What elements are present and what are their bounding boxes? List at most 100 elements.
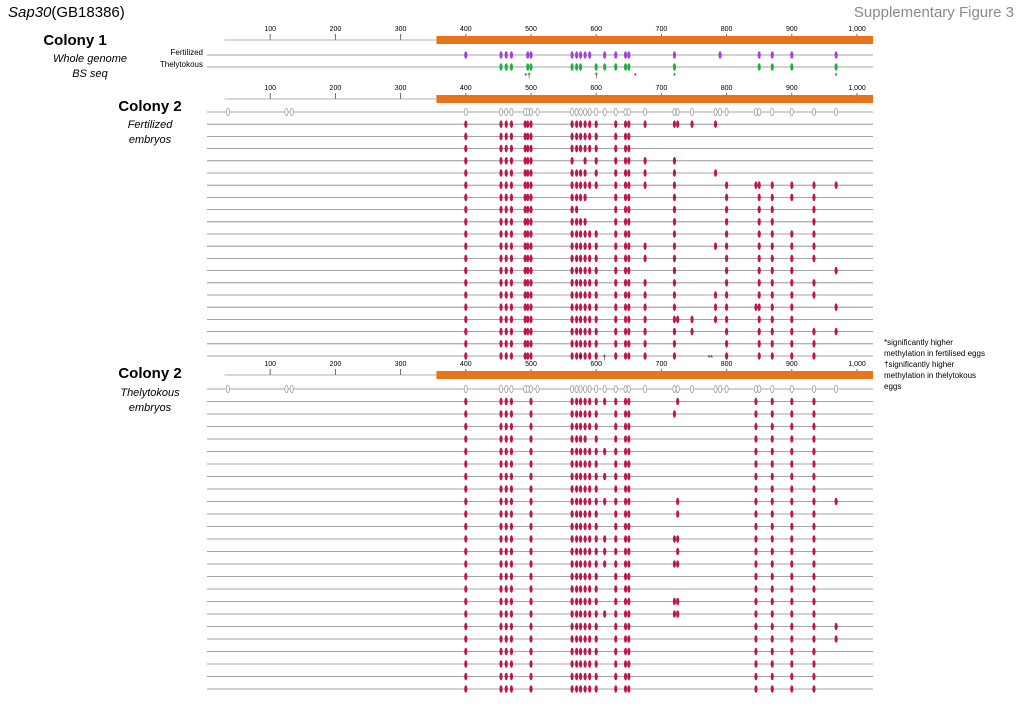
thelytokous-methylation-mark <box>509 63 514 71</box>
thelytokous-methylation-mark <box>529 63 533 71</box>
thelytokous-clone-methylation-mark <box>594 547 598 556</box>
thelytokous-clone-methylation-mark <box>588 460 592 468</box>
thelytokous-clone-methylation-mark <box>770 572 774 581</box>
thelytokous-clone-methylation-mark <box>588 560 592 568</box>
thelytokous-clone-methylation-mark <box>464 672 468 681</box>
thelytokous-clone-methylation-mark <box>575 597 579 606</box>
fertilized-clone-methylation-mark <box>623 132 628 141</box>
thelytokous-clone-methylation-mark <box>504 460 508 468</box>
fertilized-clone-methylation-mark <box>614 230 618 238</box>
thelytokous-clone-methylation-mark <box>614 522 618 531</box>
fertilized-methylation-mark <box>718 51 722 59</box>
fertilized-clone-methylation-mark <box>583 230 587 238</box>
fertilized-clone-methylation-mark <box>499 169 503 177</box>
fertilized-clone-methylation-mark <box>594 132 598 141</box>
fertilized-clone-methylation-mark <box>627 254 631 263</box>
thelytokous-clone-methylation-mark <box>627 572 631 581</box>
fertilized-clone-methylation-mark <box>464 218 468 226</box>
fertilized-clone-methylation-mark <box>578 193 583 202</box>
thelytokous-clone-methylation-mark <box>499 422 503 431</box>
thelytokous-clone-methylation-mark <box>529 422 533 431</box>
thelytokous-clone-methylation-mark <box>575 535 579 543</box>
thelytokous-clone-methylation-mark <box>594 397 598 406</box>
colony2-fertilized-significance-mark: † <box>603 355 607 362</box>
thelytokous-clone-methylation-mark <box>812 435 816 443</box>
thelytokous-clone-methylation-mark <box>504 510 508 518</box>
fertilized-clone-methylation-mark <box>757 327 761 336</box>
colony2-fertilized-unmethylated-site <box>789 108 794 116</box>
thelytokous-clone-methylation-mark <box>770 422 774 431</box>
fertilized-clone-methylation-mark <box>627 266 631 275</box>
thelytokous-clone-methylation-mark <box>575 572 579 581</box>
gene-id: (GB18386) <box>51 4 125 21</box>
fertilized-clone-methylation-mark <box>623 218 628 226</box>
fertilized-clone-methylation-mark <box>504 218 508 226</box>
fertilized-clone-methylation-mark <box>623 291 628 299</box>
colony2-fertilized-unmethylated-site <box>770 108 775 116</box>
thelytokous-clone-methylation-mark <box>570 422 574 431</box>
colony2-thelytokous-tick-label: 400 <box>460 361 472 368</box>
legend-line-1: *significantly higher <box>884 338 953 347</box>
thelytokous-clone-methylation-mark <box>770 597 774 606</box>
fertilized-clone-methylation-mark <box>526 181 530 189</box>
fertilized-clone-methylation-mark <box>770 279 774 287</box>
thelytokous-clone-methylation-mark <box>627 497 631 506</box>
fertilized-clone-methylation-mark <box>583 340 587 348</box>
thelytokous-clone-methylation-mark <box>623 585 628 593</box>
thelytokous-clone-methylation-mark <box>529 522 533 531</box>
thelytokous-clone-methylation-mark <box>754 597 758 606</box>
fertilized-clone-methylation-mark <box>594 254 598 263</box>
thelytokous-methylation-mark <box>578 63 583 71</box>
thelytokous-clone-methylation-mark <box>570 535 574 543</box>
thelytokous-clone-methylation-mark <box>812 460 816 468</box>
fertilized-clone-methylation-mark <box>812 193 816 202</box>
fertilized-clone-methylation-mark <box>725 291 729 299</box>
fertilized-clone-methylation-mark <box>504 315 508 324</box>
fertilized-clone-methylation-mark <box>504 132 508 141</box>
fertilized-clone-methylation-mark <box>570 218 574 226</box>
fertilized-clone-methylation-mark <box>770 352 774 360</box>
fertilized-clone-methylation-mark <box>578 327 583 336</box>
colony2-thelytokous-unmethylated-site <box>578 385 583 393</box>
colony2-thelytokous-unmethylated-site <box>499 385 503 393</box>
fertilized-clone-methylation-mark <box>627 193 631 202</box>
thelytokous-methylation-mark <box>603 63 607 71</box>
thelytokous-clone-methylation-mark <box>578 635 583 643</box>
fertilized-clone-methylation-mark <box>627 144 631 153</box>
fertilized-clone-methylation-mark <box>643 315 647 324</box>
fertilized-clone-methylation-mark <box>570 242 574 250</box>
fertilized-clone-methylation-mark <box>464 303 468 312</box>
thelytokous-clone-methylation-mark <box>588 522 592 531</box>
fertilized-clone-methylation-mark <box>588 266 592 275</box>
fertilized-clone-methylation-mark <box>812 340 816 348</box>
colony2-fertilized-unmethylated-site <box>535 108 540 116</box>
thelytokous-clone-methylation-mark <box>504 647 508 656</box>
thelytokous-clone-methylation-mark <box>583 660 587 668</box>
thelytokous-clone-methylation-mark <box>834 497 838 506</box>
thelytokous-clone-methylation-mark <box>594 535 598 543</box>
fertilized-clone-methylation-mark <box>529 144 533 153</box>
fertilized-clone-methylation-mark <box>812 181 816 189</box>
thelytokous-clone-methylation-mark <box>614 597 618 606</box>
fertilized-clone-methylation-mark <box>812 218 816 226</box>
fertilized-clone-methylation-mark <box>588 279 592 287</box>
thelytokous-clone-methylation-mark <box>529 535 533 543</box>
thelytokous-clone-methylation-mark <box>578 522 583 531</box>
colony1-tick-label: 1,000 <box>848 26 866 33</box>
thelytokous-clone-methylation-mark <box>504 672 508 681</box>
thelytokous-clone-methylation-mark <box>588 547 592 556</box>
thelytokous-clone-methylation-mark <box>588 597 592 606</box>
colony2-thelytokous-unmethylated-site <box>757 385 762 393</box>
thelytokous-clone-methylation-mark <box>790 585 794 593</box>
fertilized-clone-methylation-mark <box>614 193 618 202</box>
fertilized-methylation-mark <box>623 51 628 59</box>
fertilized-clone-methylation-mark <box>570 169 574 177</box>
thelytokous-clone-methylation-mark <box>504 547 508 556</box>
fertilized-clone-methylation-mark <box>570 291 574 299</box>
thelytokous-methylation-mark <box>623 63 628 71</box>
thelytokous-clone-methylation-mark <box>627 410 631 418</box>
fertilized-clone-methylation-mark <box>690 120 694 128</box>
track-label-thelytokous: Thelytokous <box>159 60 203 69</box>
fertilized-clone-methylation-mark <box>529 120 533 128</box>
thelytokous-clone-methylation-mark <box>464 510 468 518</box>
